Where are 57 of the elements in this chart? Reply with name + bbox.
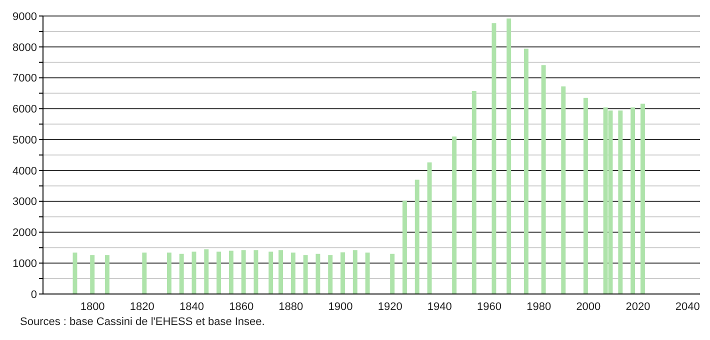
bar: [254, 250, 258, 294]
x-tick-label: 1980: [526, 300, 552, 313]
bar: [402, 200, 407, 294]
x-tick-label: 1820: [130, 300, 154, 313]
x-tick-label: 1840: [180, 300, 204, 313]
x-tick-label: 2000: [576, 300, 601, 313]
x-tick-label: 1960: [477, 300, 502, 313]
bar: [472, 91, 476, 294]
x-tick-label: 1880: [278, 300, 304, 313]
bar: [452, 136, 457, 294]
bar: [268, 252, 274, 294]
x-tick-label: 2020: [626, 300, 650, 313]
bar: [241, 250, 246, 294]
bar: [90, 255, 95, 294]
bar: [179, 254, 184, 294]
bar: [352, 250, 358, 294]
bar: [561, 86, 566, 294]
bar: [414, 180, 420, 294]
y-tick-label: 6000: [12, 104, 37, 116]
bar: [104, 255, 110, 294]
bar: [278, 250, 283, 294]
bar: [492, 23, 496, 294]
bar: [303, 255, 308, 294]
bar: [228, 250, 234, 294]
y-tick-label: 9000: [12, 10, 37, 23]
bar: [506, 18, 512, 294]
y-tick-label: 3000: [12, 196, 37, 208]
bar: [316, 254, 320, 294]
bar: [390, 254, 395, 294]
x-tick-label: 1920: [378, 300, 402, 313]
bar: [618, 110, 623, 294]
y-tick-label: 4000: [12, 165, 37, 178]
y-tick-label: 5000: [12, 134, 37, 146]
bar: [365, 252, 370, 294]
x-tick-label: 1800: [80, 300, 105, 313]
bar: [142, 252, 147, 294]
y-tick-label: 0: [30, 288, 37, 301]
bar: [541, 65, 546, 294]
y-tick-label: 8000: [12, 42, 37, 54]
x-tick-label: 1940: [427, 300, 452, 313]
bar: [583, 98, 588, 294]
bar: [204, 249, 209, 294]
x-tick-label: 2040: [675, 300, 700, 313]
bar: [166, 252, 172, 294]
bar: [640, 104, 645, 294]
y-tick-label: 2000: [12, 227, 37, 240]
bar: [290, 252, 296, 294]
x-tick-label: 1900: [328, 300, 353, 313]
source-note: Sources : base Cassini de l'EHESS et base Insee.: [20, 316, 266, 328]
bar: [216, 252, 222, 294]
y-tick-label: 1000: [12, 258, 37, 270]
x-tick-label: 1860: [229, 300, 254, 313]
bar: [328, 255, 333, 294]
bar: [524, 48, 528, 294]
bar: [340, 252, 345, 294]
bar: [630, 107, 636, 294]
y-tick-label: 7000: [12, 72, 37, 85]
